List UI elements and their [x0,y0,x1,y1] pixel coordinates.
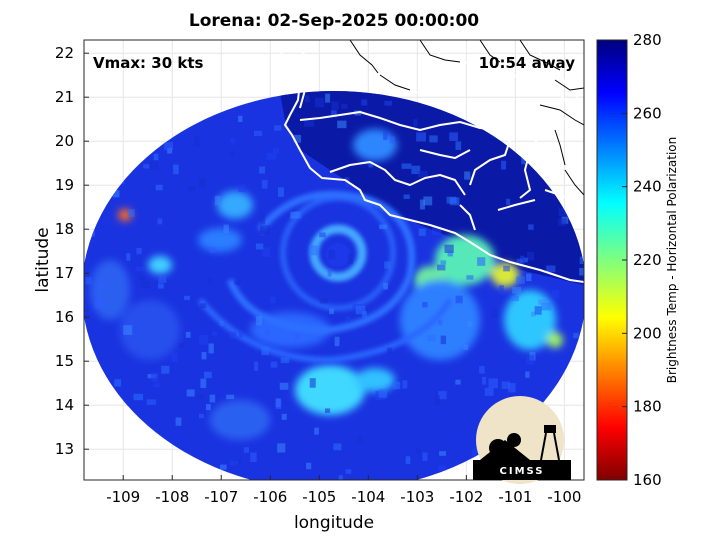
y-tick-label: 13 [55,440,74,458]
x-tick-label: -105 [302,488,336,506]
x-tick-label: -106 [253,488,287,506]
y-tick-label: 18 [55,220,74,238]
x-tick-label: -104 [351,488,385,506]
x-axis-ticks: -109 -108 -107 -106 -105 -104 -103 -102 -101 -100 [106,475,581,506]
colorbar-tick-label: 260 [633,104,662,122]
colorbar-tick-label: 200 [633,324,662,342]
x-tick-label: -100 [547,488,581,506]
logo-text: CIMSS [500,466,545,477]
map-title: Lorena: 02-Sep-2025 00:00:00 [188,11,480,31]
y-tick-label: 22 [55,44,74,62]
y-tick-label: 17 [55,264,74,282]
x-tick-label: -103 [400,488,434,506]
x-tick-label: -108 [155,488,189,506]
colorbar-tick-label: 180 [633,398,662,416]
time-away-label: 10:54 away [479,54,576,72]
y-tick-label: 19 [55,176,74,194]
y-tick-label: 16 [55,308,74,326]
colorbar-tick-label: 220 [633,251,662,269]
colorbar-tick-label: 160 [633,471,662,489]
y-tick-label: 14 [55,396,74,414]
country-borders [349,40,584,196]
colorbar-label: Brightness Temp - Horizontal Polarizatio… [665,137,679,384]
storm-eye [326,243,350,267]
water-tower-icon [544,425,556,433]
plot-frame [83,39,585,481]
colorbar-tick-label: 280 [633,31,662,49]
x-tick-label: -109 [106,488,140,506]
cimss-logo: CIMSS [473,396,571,484]
x-tick-label: -101 [498,488,532,506]
y-tick-label: 21 [55,88,74,106]
colorbar-ticks: 280 260 240 220 200 180 160 [622,31,662,489]
x-tick-label: -107 [204,488,238,506]
colorbar-tick-label: 240 [633,178,662,196]
y-axis-ticks: 22 21 20 19 18 17 16 15 14 13 [55,44,89,458]
y-axis-label: latitude [33,227,53,292]
x-tick-label: -102 [449,488,483,506]
vmax-label: Vmax: 30 kts [93,54,203,72]
x-axis-label: longitude [294,513,374,533]
y-tick-label: 15 [55,352,74,370]
y-tick-label: 20 [55,132,74,150]
